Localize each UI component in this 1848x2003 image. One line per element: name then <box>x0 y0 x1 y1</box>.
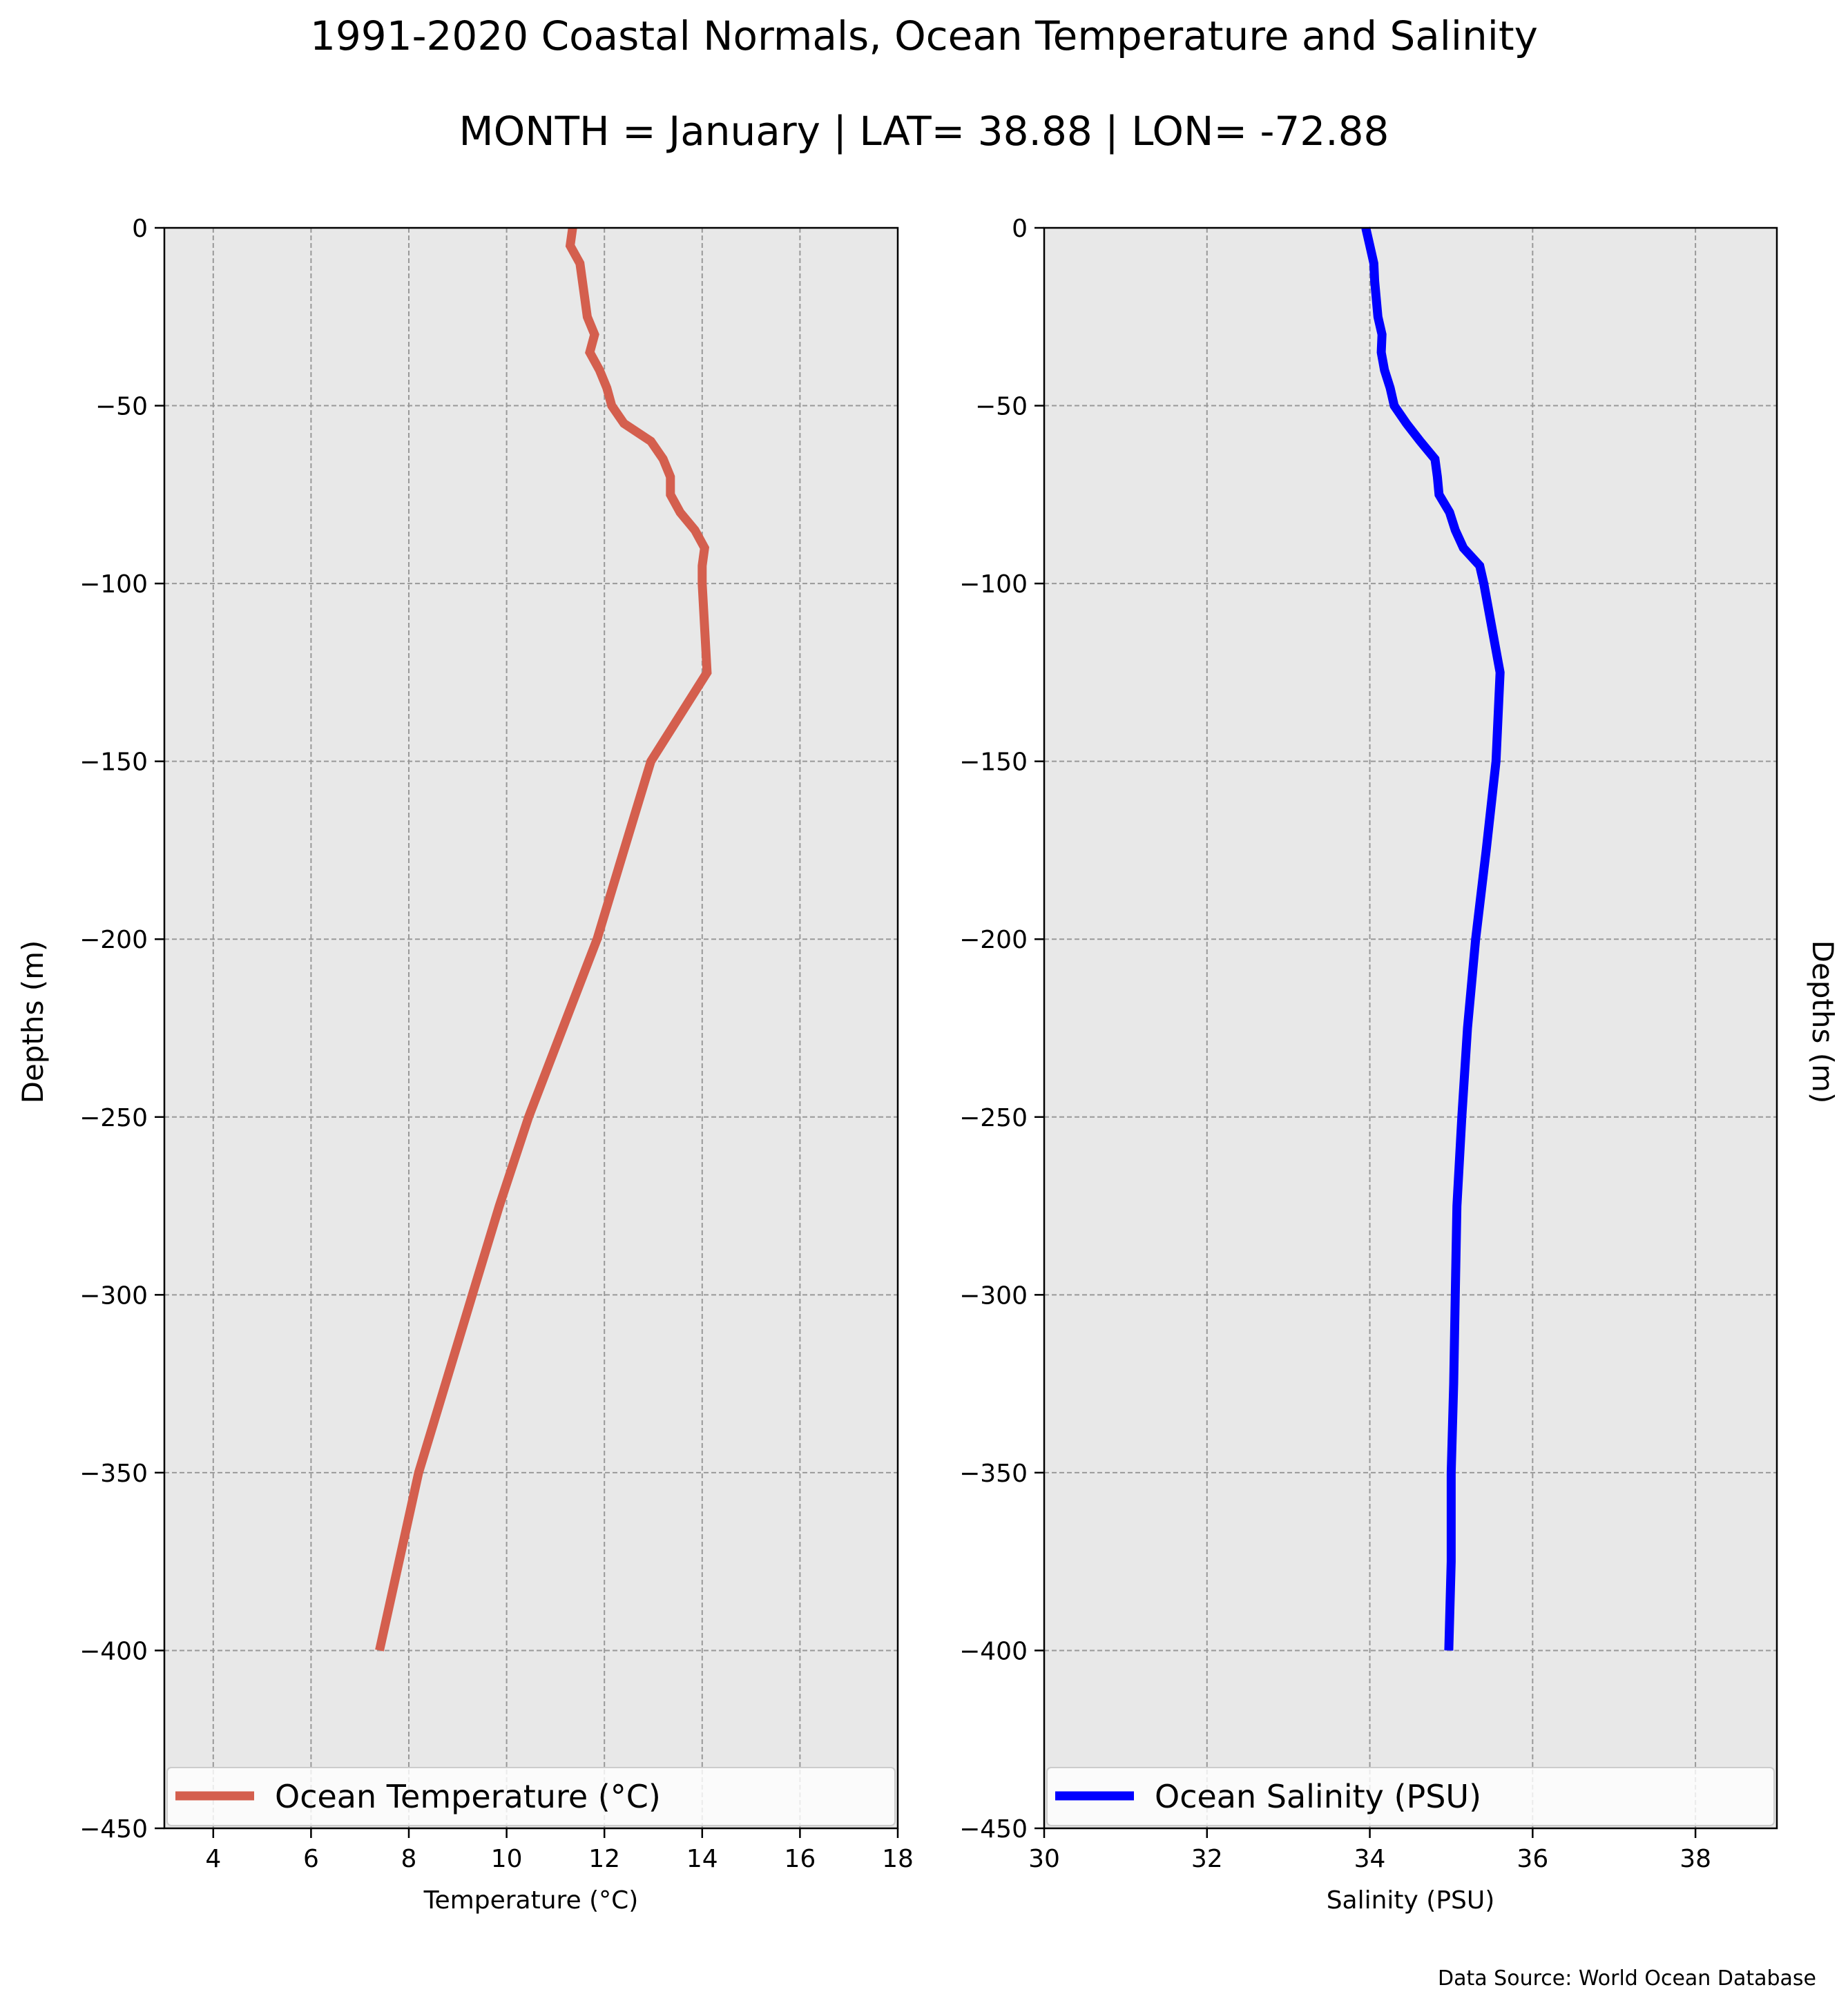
salinity-y-tick-label: −250 <box>959 1104 1028 1132</box>
temperature-x-tick-label: 16 <box>784 1845 816 1873</box>
salinity-y-tick-label: −50 <box>975 393 1028 421</box>
temperature-y-tick-label: −150 <box>79 748 148 777</box>
salinity-y-axis-label: Depths (m) <box>1806 940 1840 1104</box>
temperature-y-tick-label: −300 <box>79 1281 148 1310</box>
salinity-x-tick-label: 36 <box>1517 1845 1548 1873</box>
chart-subtitle: MONTH = January | LAT= 38.88 | LON= -72.… <box>459 108 1389 155</box>
temperature-x-tick-label: 12 <box>588 1845 620 1873</box>
temperature-x-tick-label: 8 <box>401 1845 417 1873</box>
salinity-legend: Ocean Salinity (PSU) <box>1046 1767 1775 1826</box>
temperature-y-tick-label: −450 <box>79 1815 148 1844</box>
temperature-series-line <box>375 227 712 1652</box>
salinity-legend-label: Ocean Salinity (PSU) <box>1155 1778 1481 1815</box>
temperature-x-tick-label: 14 <box>686 1845 718 1873</box>
temperature-y-tick-label: −50 <box>95 393 148 421</box>
temperature-plot-area <box>164 228 898 1828</box>
salinity-x-axis-label: Salinity (PSU) <box>1327 1886 1495 1915</box>
temperature-y-tick-label: 0 <box>132 215 148 243</box>
salinity-y-tick-label: 0 <box>1012 215 1028 243</box>
temperature-x-tick-label: 10 <box>491 1845 523 1873</box>
salinity-y-tick-label: −100 <box>959 570 1028 599</box>
salinity-y-tick-label: −350 <box>959 1460 1028 1488</box>
salinity-legend-box <box>1046 1767 1775 1826</box>
temperature-chart-panel: Ocean Temperature (°C) 4 6 8 10 12 14 16 18 0 −50 −… <box>79 215 914 1915</box>
salinity-y-tick-label: −300 <box>959 1281 1028 1310</box>
salinity-chart-panel: Ocean Salinity (PSU) 30 32 34 36 38 0 −50 −100 −1… <box>959 215 1778 1915</box>
chart-title: 1991-2020 Coastal Normals, Ocean Tempera… <box>310 12 1538 59</box>
salinity-x-tick-label: 34 <box>1354 1845 1386 1873</box>
temperature-y-axis-label: Depths (m) <box>16 940 50 1104</box>
temperature-x-axis-label: Temperature (°C) <box>423 1886 639 1915</box>
temperature-legend: Ocean Temperature (°C) <box>166 1767 896 1826</box>
salinity-x-tick-label: 38 <box>1679 1845 1711 1873</box>
salinity-axes-frame <box>1043 226 1778 1830</box>
salinity-y-tick-label: −150 <box>959 748 1028 777</box>
data-source-note: Data Source: World Ocean Database <box>1438 1966 1816 1991</box>
temperature-y-tick-label: −400 <box>79 1637 148 1665</box>
temperature-y-tick-label: −100 <box>79 570 148 599</box>
temperature-legend-box <box>166 1767 896 1826</box>
temperature-x-tick-label: 6 <box>303 1845 319 1873</box>
temperature-x-tick-label: 18 <box>882 1845 914 1873</box>
temperature-x-tick-label: 4 <box>205 1845 221 1873</box>
salinity-y-tick-label: −450 <box>959 1815 1028 1844</box>
temperature-y-tick-label: −200 <box>79 926 148 954</box>
salinity-x-tick-label: 30 <box>1028 1845 1060 1873</box>
salinity-x-tick-label: 32 <box>1191 1845 1223 1873</box>
salinity-plot-area <box>1044 228 1777 1828</box>
temperature-legend-label: Ocean Temperature (°C) <box>275 1778 661 1815</box>
temperature-axes-frame <box>163 226 899 1830</box>
temperature-y-tick-label: −350 <box>79 1460 148 1488</box>
temperature-y-tick-label: −250 <box>79 1104 148 1132</box>
salinity-series-line <box>1361 226 1505 1651</box>
salinity-y-tick-label: −200 <box>959 926 1028 954</box>
salinity-y-tick-label: −400 <box>959 1637 1028 1665</box>
